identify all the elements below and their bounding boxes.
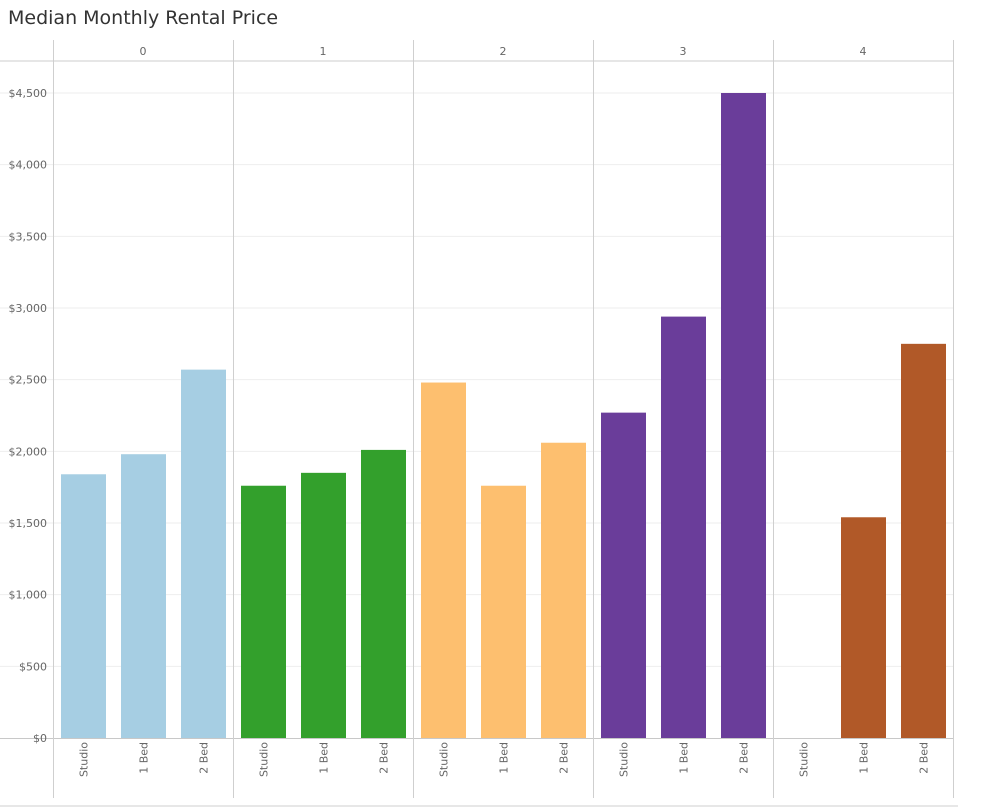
- category-label: 1 Bed: [498, 742, 511, 774]
- category-label: Studio: [438, 742, 451, 777]
- bar-4-1-bed[interactable]: [841, 517, 886, 738]
- bar-1-1-bed[interactable]: [301, 472, 346, 738]
- y-tick-label: $500: [19, 660, 47, 673]
- panel-header-label: 3: [680, 45, 687, 58]
- category-label: 2 Bed: [378, 742, 391, 774]
- bar-0-2-bed[interactable]: [181, 369, 226, 738]
- bar-2-2-bed[interactable]: [541, 442, 586, 738]
- bar-1-2-bed[interactable]: [361, 449, 406, 738]
- y-tick-label: $2,500: [9, 374, 48, 387]
- panel-header-label: 0: [140, 45, 147, 58]
- category-label: Studio: [78, 742, 91, 777]
- category-label: 1 Bed: [318, 742, 331, 774]
- y-tick-label: $4,500: [9, 87, 48, 100]
- bar-2-1-bed[interactable]: [481, 485, 526, 738]
- category-label: Studio: [258, 742, 271, 777]
- panel-header-label: 4: [860, 45, 867, 58]
- y-tick-label: $2,000: [9, 445, 48, 458]
- bar-0-studio[interactable]: [61, 474, 106, 738]
- category-label: 1 Bed: [858, 742, 871, 774]
- y-tick-label: $1,000: [9, 589, 48, 602]
- label-layer: $0 $500 $1,000 $1,500 $2,000 $2,500 $3,000 $3,5…: [9, 45, 931, 777]
- bar-4-2-bed[interactable]: [901, 343, 946, 738]
- bar-3-studio[interactable]: [601, 412, 646, 738]
- y-tick-label: $3,000: [9, 302, 48, 315]
- chart-title: Median Monthly Rental Price: [8, 7, 279, 29]
- y-tick-label: $0: [33, 732, 47, 745]
- bar-2-studio[interactable]: [421, 382, 466, 738]
- frame-layer: [0, 40, 958, 807]
- bar-layer: [61, 93, 946, 738]
- panel-header-label: 2: [500, 45, 507, 58]
- category-label: 2 Bed: [738, 742, 751, 774]
- category-label: Studio: [618, 742, 631, 777]
- category-label: 1 Bed: [678, 742, 691, 774]
- panel-header-label: 1: [320, 45, 327, 58]
- y-tick-label: $3,500: [9, 230, 48, 243]
- category-label: 2 Bed: [198, 742, 211, 774]
- y-tick-label: $1,500: [9, 517, 48, 530]
- bar-3-2-bed[interactable]: [721, 93, 766, 738]
- category-label: 2 Bed: [558, 742, 571, 774]
- grid-layer: [0, 92, 953, 667]
- category-label: 2 Bed: [918, 742, 931, 774]
- category-label: 1 Bed: [138, 742, 151, 774]
- bar-3-1-bed[interactable]: [661, 316, 706, 738]
- category-label: Studio: [798, 742, 811, 777]
- y-tick-label: $4,000: [9, 159, 48, 172]
- bar-1-studio[interactable]: [241, 485, 286, 738]
- bar-0-1-bed[interactable]: [121, 454, 166, 738]
